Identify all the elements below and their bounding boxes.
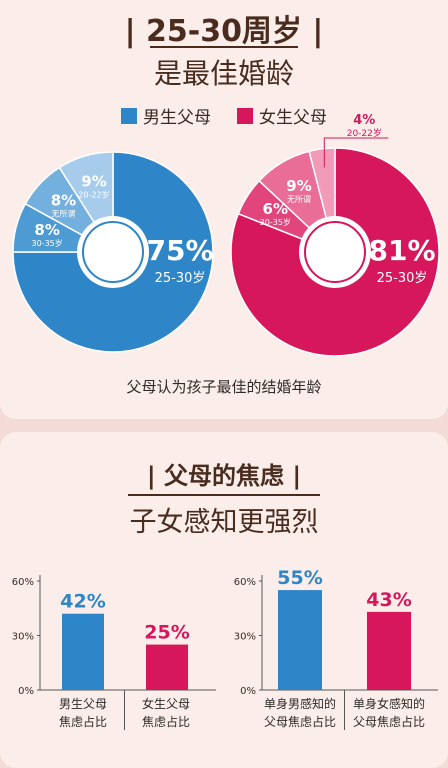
legend-swatch-male (121, 107, 137, 124)
bar0-bar-1 (146, 644, 188, 690)
bar0-value-label-0: 42% (60, 591, 105, 613)
section2-title-text: 父母的焦虑 (164, 462, 284, 490)
title-bar-right: | (312, 14, 324, 49)
pie0-slice-1-label: 30-35岁 (32, 238, 63, 248)
bar0-category-1-line-1: 焦虑占比 (142, 714, 190, 729)
pie-charts: 75%25-30岁8%30-35岁8%无所谓9%20-22岁81%25-30岁6… (12, 113, 440, 357)
pie1-slice-2-pct: 9% (286, 177, 311, 195)
section2-title: | 父母的焦虑 | (0, 456, 448, 491)
pie0-hole (77, 216, 149, 288)
section2-subtitle: 子女感知更强烈 (129, 507, 319, 538)
section1-title-rule (150, 46, 298, 48)
bar0-ytick-label-0: 0% (18, 686, 34, 697)
legend-label-male: 男生父母 (143, 108, 211, 128)
pie1-slice-3-label: 20-22岁 (347, 127, 382, 139)
bar0-category-1-line-0: 女生父母 (142, 696, 190, 711)
pie-caption: 父母认为孩子最佳的结婚年龄 (126, 378, 322, 396)
pie1-main-pct: 81% (368, 234, 435, 267)
bar0-ytick-label-2: 60% (12, 577, 34, 588)
legend-item-female: 女生父母 (237, 103, 327, 128)
bar1-ytick-label-1: 30% (234, 632, 256, 643)
legend-label-female: 女生父母 (259, 108, 327, 128)
pie0-slice-2-label: 无所谓 (51, 208, 75, 218)
section1-title-text: 25-30周岁 (146, 14, 302, 49)
title2-bar-left: | (146, 462, 156, 490)
pie0-slice-1-pct: 8% (34, 221, 59, 239)
pie1-slice-1-label: 30-35岁 (260, 217, 291, 227)
pie1-hole-ring (304, 221, 366, 283)
bar0-ytick-label-1: 30% (12, 632, 34, 643)
pie1-hole (299, 216, 371, 288)
pie0-slice-2-pct: 8% (51, 191, 76, 209)
legend: 男生父母 女生父母 (0, 103, 448, 128)
pie1-callout-line (323, 137, 389, 168)
bar1-ytick-label-0: 0% (240, 686, 256, 697)
bar0-bar-0 (62, 613, 104, 690)
legend-swatch-female (237, 107, 253, 124)
bar1-value-label-0: 55% (277, 567, 322, 589)
bar1-category-0-line-0: 单身男感知的 (264, 696, 336, 711)
bar0-category-0-line-0: 男生父母 (59, 697, 107, 711)
legend-item-male: 男生父母 (121, 103, 211, 128)
pie0-slice-3-label: 20-22岁 (78, 190, 109, 200)
bar1-value-label-1: 43% (366, 589, 411, 611)
pie1-slice-2-label: 无所谓 (287, 194, 311, 204)
title2-bar-right: | (292, 462, 302, 490)
pie0-main-label: 25-30岁 (155, 271, 206, 286)
pie1-main-label: 25-30岁 (377, 271, 428, 286)
pie0-main-pct: 75% (146, 234, 213, 267)
pie0-hole-ring (82, 221, 144, 283)
section1-subtitle: 是最佳婚龄 (153, 57, 294, 90)
section2-title-rule (128, 494, 320, 496)
section1-title: | 25-30周岁 | (0, 6, 448, 50)
bar1-bar-1 (367, 611, 411, 690)
title-bar-left: | (124, 14, 136, 49)
bar1-category-0-line-1: 父母焦虑占比 (264, 714, 336, 729)
pie1-slice-1-pct: 6% (263, 200, 288, 218)
anxiety-section-card (0, 432, 448, 768)
bar0-value-label-1: 25% (144, 622, 189, 644)
pie0-slice-3-pct: 9% (81, 173, 106, 191)
pie1-slice-3-pct: 4% (353, 113, 375, 128)
bar1-bar-0 (278, 590, 322, 690)
bar0-category-0-line-1: 焦虑占比 (59, 714, 107, 729)
bar1-category-1-line-1: 父母焦虑占比 (353, 714, 425, 729)
bar1-category-1-line-0: 单身女感知的 (353, 696, 425, 711)
bar1-ytick-label-2: 60% (234, 577, 256, 588)
